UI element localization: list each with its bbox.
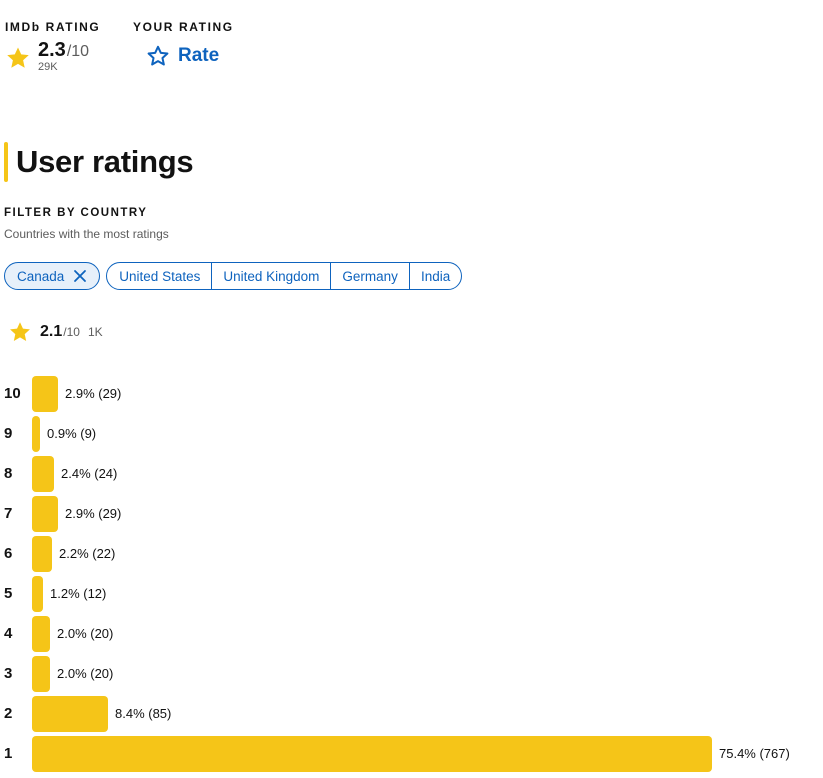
histogram-bar — [32, 576, 43, 612]
filter-subtitle: Countries with the most ratings — [4, 227, 169, 241]
histogram-bar — [32, 496, 58, 532]
histogram-row: 2 8.4% (85) — [0, 695, 823, 733]
histogram-value-label: 2.0% (20) — [57, 666, 114, 681]
country-rating-value: 2.1 — [40, 323, 63, 340]
imdb-rating-label: IMDb RATING — [5, 20, 101, 34]
histogram-row: 9 0.9% (9) — [0, 415, 823, 453]
imdb-rating-value: 2.3 — [38, 39, 66, 61]
section-header: User ratings — [4, 142, 194, 182]
page-title: User ratings — [16, 144, 194, 179]
histogram-bar — [32, 416, 40, 452]
close-icon[interactable] — [73, 269, 87, 283]
your-rating-label: YOUR RATING — [133, 20, 234, 34]
histogram-bar — [32, 696, 108, 732]
chip-country-india[interactable]: India — [408, 263, 461, 289]
your-rating-block: YOUR RATING Rate — [133, 20, 234, 68]
histogram-rating-label: 4 — [4, 625, 13, 642]
star-filled-icon — [7, 46, 29, 68]
chip-country-united-states[interactable]: United States — [119, 268, 201, 284]
histogram-bar — [32, 736, 712, 772]
histogram-value-label: 75.4% (767) — [719, 746, 790, 761]
histogram-value-label: 0.9% (9) — [47, 426, 97, 441]
histogram-value-label: 2.2% (22) — [59, 546, 116, 561]
imdb-rating-count: 29K — [38, 61, 58, 73]
histogram-row: 10 2.9% (29) — [0, 375, 823, 413]
chip-selected-label: Canada — [17, 268, 65, 284]
imdb-score: 2.3 /10 29K — [38, 40, 89, 73]
histogram-rating-label: 3 — [4, 665, 13, 682]
country-rating-count: 1K — [87, 325, 103, 339]
rate-button[interactable]: Rate — [146, 44, 234, 68]
histogram-rating-label: 8 — [4, 465, 13, 482]
histogram-bar — [32, 656, 50, 692]
histogram-bar — [32, 456, 54, 492]
country-filter-chips: Canada United States United Kingdom Germ… — [4, 262, 463, 290]
filter-label: FILTER BY COUNTRY — [4, 207, 148, 219]
histogram-value-label: 2.9% (29) — [65, 386, 122, 401]
imdb-rating-outof: /10 — [66, 43, 90, 60]
country-chip-group: United States United Kingdom Germany Ind… — [106, 262, 463, 290]
star-outline-icon — [147, 45, 169, 66]
chip-country-germany[interactable]: Germany — [330, 263, 409, 289]
histogram-value-label: 2.4% (24) — [61, 466, 118, 481]
chip-country-united-kingdom[interactable]: United Kingdom — [211, 263, 330, 289]
histogram-rating-label: 7 — [4, 505, 13, 522]
histogram-bar — [32, 616, 50, 652]
histogram-row: 1 75.4% (767) — [0, 735, 823, 773]
histogram-value-label: 1.2% (12) — [50, 586, 107, 601]
rate-label: Rate — [178, 45, 220, 66]
histogram-bar — [32, 376, 58, 412]
histogram-rating-label: 2 — [4, 705, 13, 722]
histogram-rating-label: 9 — [4, 425, 13, 442]
histogram-row: 8 2.4% (24) — [0, 455, 823, 493]
imdb-rating-block: IMDb RATING 2.3 /10 29K — [5, 20, 100, 73]
histogram-rating-label: 5 — [4, 585, 13, 602]
histogram-row: 3 2.0% (20) — [0, 655, 823, 693]
histogram-row: 6 2.2% (22) — [0, 535, 823, 573]
imdb-rating-row[interactable]: 2.3 /10 29K — [5, 40, 100, 73]
histogram-rating-label: 10 — [4, 385, 21, 402]
histogram-row: 7 2.9% (29) — [0, 495, 823, 533]
histogram-row: 4 2.0% (20) — [0, 615, 823, 653]
histogram-bar — [32, 536, 52, 572]
histogram-value-label: 2.0% (20) — [57, 626, 114, 641]
histogram-rating-label: 6 — [4, 545, 13, 562]
histogram-value-label: 2.9% (29) — [65, 506, 122, 521]
chip-selected-country[interactable]: Canada — [4, 262, 101, 290]
star-filled-icon — [10, 322, 30, 341]
histogram-value-label: 8.4% (85) — [115, 706, 172, 721]
histogram-row: 5 1.2% (12) — [0, 575, 823, 613]
country-rating-outof: /10 — [63, 325, 80, 339]
country-rating: 2.1 /10 1K — [8, 320, 103, 344]
title-accent-bar — [4, 142, 8, 182]
histogram-rating-label: 1 — [4, 745, 13, 762]
